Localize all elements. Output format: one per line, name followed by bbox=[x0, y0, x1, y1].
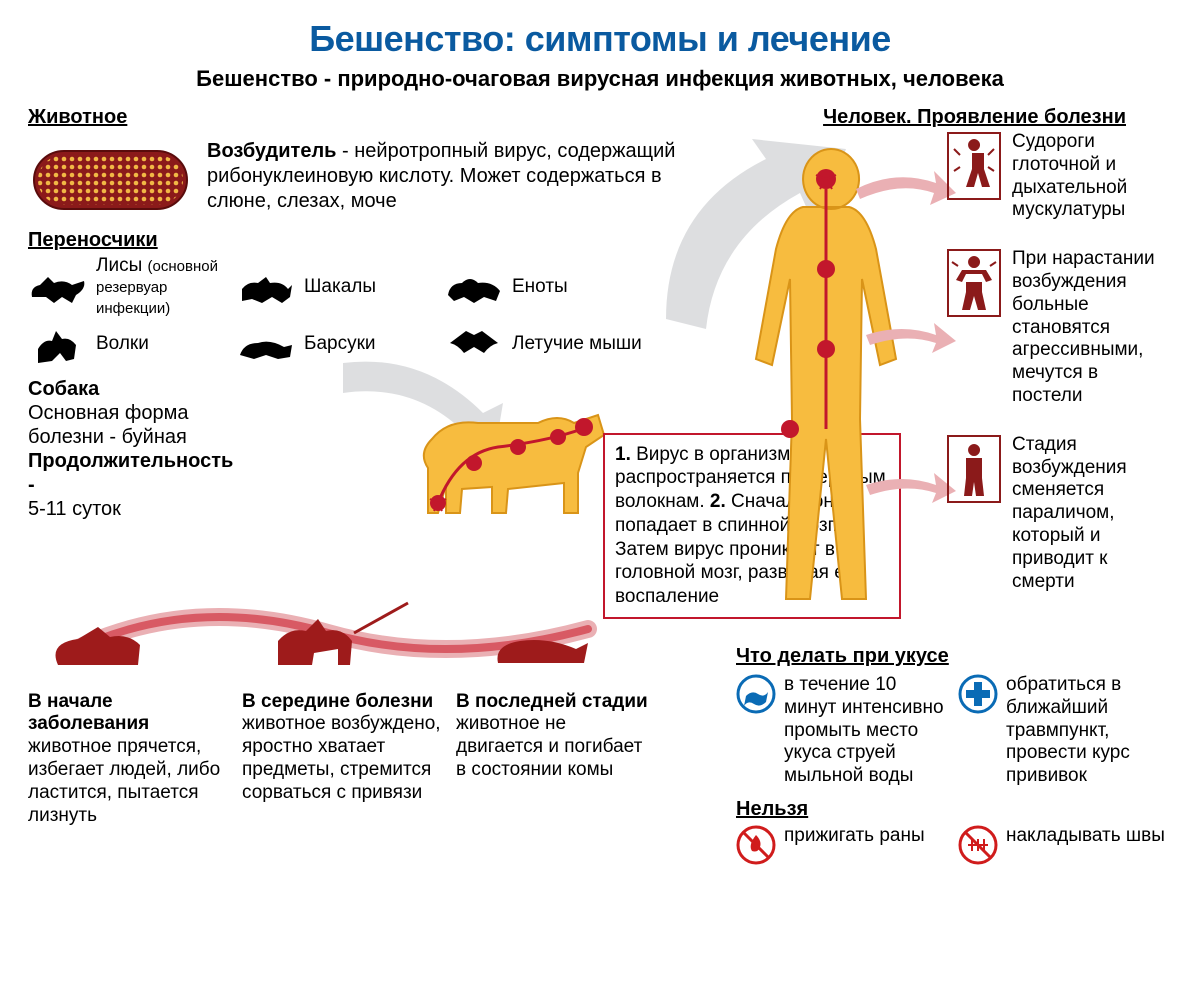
human-figure-icon bbox=[726, 139, 936, 619]
fox-label: Лисы bbox=[96, 255, 142, 276]
stage-1-body: животное прячется, избегает людей, либо … bbox=[28, 736, 220, 825]
action-wash: в течение 10 минут интенсивно промыть ме… bbox=[736, 674, 944, 788]
prohibit-stitch-icon bbox=[958, 825, 998, 865]
stage-2: В середине болезни животное возбуждено, … bbox=[242, 685, 442, 828]
raccoons-label: Еноты bbox=[512, 277, 568, 298]
dog-figure-icon bbox=[398, 373, 618, 543]
carrier-wolves: Волки bbox=[28, 325, 228, 365]
symptom-2-icon bbox=[946, 248, 1002, 318]
fox-icon bbox=[28, 267, 88, 307]
donot-stitch-text: накладывать швы bbox=[1006, 825, 1165, 848]
human-area: Судороги глоточной и дыхательной мускула… bbox=[736, 139, 1166, 639]
carrier-jackals: Шакалы bbox=[236, 267, 436, 307]
virus-icon bbox=[28, 139, 193, 221]
stage-1-head: В начале заболевания bbox=[28, 691, 149, 735]
carriers-grid: Лисы (основной резервуар инфекции) Шакал… bbox=[28, 256, 718, 365]
do-not-title: Нельзя bbox=[736, 798, 1166, 821]
spread-1-num: 1. bbox=[615, 444, 631, 465]
symptom-1: Судороги глоточной и дыхательной мускула… bbox=[946, 131, 1166, 222]
jackal-icon bbox=[236, 267, 296, 307]
action-wash-text: в течение 10 минут интенсивно промыть ме… bbox=[784, 674, 944, 788]
symptom-3-icon bbox=[946, 434, 1002, 504]
what-to-do-title: Что делать при укусе bbox=[736, 645, 1166, 668]
duration-label: Продолжительность - bbox=[28, 450, 233, 496]
action-hospital-text: обратиться в ближайший травмпункт, прове… bbox=[1006, 674, 1166, 788]
wolf-icon bbox=[28, 325, 88, 365]
prohibit-burn-icon bbox=[736, 825, 776, 865]
what-to-do: Что делать при укусе в течение 10 минут … bbox=[736, 645, 1166, 865]
symptom-1-icon bbox=[946, 131, 1002, 201]
bats-label: Летучие мыши bbox=[512, 334, 642, 355]
donot-burn: прижигать раны bbox=[736, 825, 944, 865]
carrier-fox: Лисы (основной резервуар инфекции) bbox=[28, 256, 228, 319]
stage-1: В начале заболевания животное прячется, … bbox=[28, 685, 228, 828]
animal-header: Животное bbox=[28, 106, 718, 129]
dog-area: 1. Вирус в организме распространяется по… bbox=[213, 363, 718, 583]
dog-label: Собака bbox=[28, 378, 99, 400]
subtitle: Бешенство - природно-очаговая вирусная и… bbox=[28, 66, 1172, 92]
symptom-3-text: Стадия возбуждения сменяется параличом, … bbox=[1012, 434, 1166, 594]
right-column: Человек. Проявление болезни bbox=[736, 106, 1166, 865]
jackals-label: Шакалы bbox=[304, 277, 376, 298]
symptoms-list: Судороги глоточной и дыхательной мускула… bbox=[946, 131, 1166, 619]
carrier-raccoons: Еноты bbox=[444, 267, 644, 307]
symptom-3: Стадия возбуждения сменяется параличом, … bbox=[946, 434, 1166, 594]
duration-value: 5-11 суток bbox=[28, 498, 121, 520]
dog-form: Основная форма болезни - буйная bbox=[28, 402, 188, 448]
dog-info: Собака Основная форма болезни - буйная П… bbox=[28, 377, 213, 583]
stage-2-head: В середине болезни bbox=[242, 691, 433, 712]
wolves-label: Волки bbox=[96, 334, 149, 355]
stage-3-head: В последней стадии bbox=[456, 691, 648, 712]
badger-icon bbox=[236, 325, 296, 365]
stages-row: В начале заболевания животное прячется, … bbox=[28, 685, 718, 828]
raccoon-icon bbox=[444, 267, 504, 307]
stage-3-body: животное не двигается и погибает в состо… bbox=[456, 713, 642, 780]
sym-arrow-1-icon bbox=[856, 169, 956, 209]
spread-2-num: 2. bbox=[710, 491, 726, 512]
pathogen-text: Возбудитель - нейротропный вирус, содерж… bbox=[207, 139, 718, 221]
stage-3: В последней стадии животное не двигается… bbox=[456, 685, 656, 828]
symptom-2: При нарастании возбуждения больные стано… bbox=[946, 248, 1166, 408]
wash-icon bbox=[736, 674, 776, 714]
carriers-header: Переносчики bbox=[28, 229, 718, 252]
pathogen-row: Возбудитель - нейротропный вирус, содерж… bbox=[28, 139, 718, 221]
stage-2-body: животное возбуждено, яростно хватает пре… bbox=[242, 713, 441, 802]
action-hospital: обратиться в ближайший травмпункт, прове… bbox=[958, 674, 1166, 788]
symptom-2-text: При нарастании возбуждения больные стано… bbox=[1012, 248, 1166, 408]
sym-arrow-2-icon bbox=[866, 319, 956, 359]
symptom-1-text: Судороги глоточной и дыхательной мускула… bbox=[1012, 131, 1166, 222]
sym-arrow-3-icon bbox=[866, 469, 956, 509]
donot-stitch: накладывать швы bbox=[958, 825, 1166, 865]
donot-burn-text: прижигать раны bbox=[784, 825, 925, 848]
hospital-icon bbox=[958, 674, 998, 714]
pathogen-label: Возбудитель bbox=[207, 140, 336, 162]
main-title: Бешенство: симптомы и лечение bbox=[28, 18, 1172, 60]
left-column: Животное Возбудитель - нейротропный виру… bbox=[28, 106, 718, 865]
stages-swirl bbox=[28, 583, 668, 679]
human-header: Человек. Проявление болезни bbox=[736, 106, 1166, 129]
